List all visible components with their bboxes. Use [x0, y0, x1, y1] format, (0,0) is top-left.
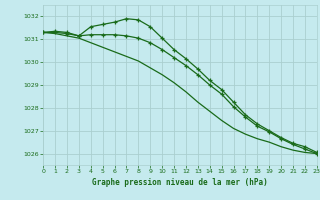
X-axis label: Graphe pression niveau de la mer (hPa): Graphe pression niveau de la mer (hPa): [92, 178, 268, 187]
